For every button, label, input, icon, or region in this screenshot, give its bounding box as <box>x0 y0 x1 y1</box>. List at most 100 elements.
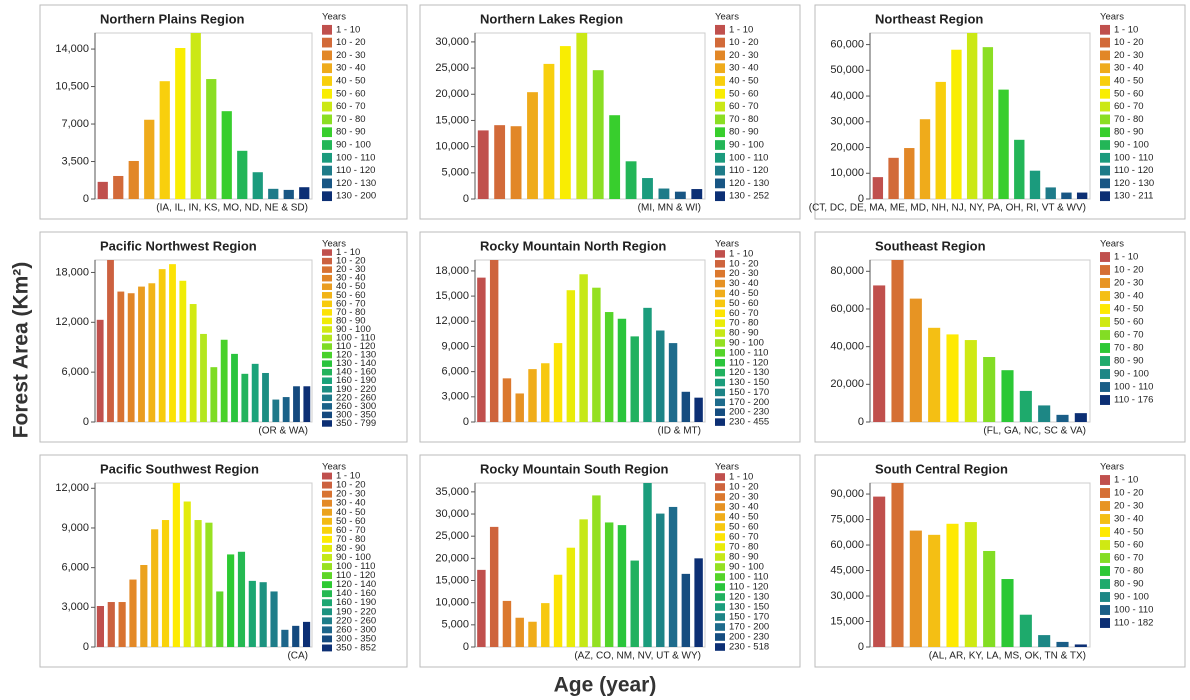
legend-label: 150 - 170 <box>729 387 769 398</box>
bar <box>220 339 228 422</box>
legend-swatch <box>322 63 332 74</box>
y-tick-label: 18,000 <box>55 266 89 278</box>
legend-label: 80 - 90 <box>729 328 759 339</box>
legend-label: 100 - 110 <box>729 572 768 583</box>
legend-label: 220 - 260 <box>336 392 376 403</box>
legend-title: Years <box>715 239 739 250</box>
bar <box>642 178 653 199</box>
bar <box>928 534 941 647</box>
bar <box>96 319 104 422</box>
y-tick-label: 60,000 <box>830 303 864 315</box>
bar <box>543 63 555 199</box>
legend-label: 260 - 300 <box>336 624 376 635</box>
legend-label: 40 - 50 <box>336 507 366 518</box>
legend-label: 190 - 220 <box>336 384 376 395</box>
bar <box>97 181 108 199</box>
legend-swatch <box>715 279 725 288</box>
legend-swatch <box>715 483 725 491</box>
y-tick-label: 14,000 <box>55 43 89 55</box>
legend-swatch <box>322 635 332 643</box>
y-tick-label: 20,000 <box>435 552 469 564</box>
bar <box>248 580 256 647</box>
legend-swatch <box>1100 114 1110 125</box>
y-tick-label: 12,000 <box>55 482 89 494</box>
y-tick-label: 12,000 <box>435 315 469 327</box>
legend-label: 60 - 70 <box>336 525 366 536</box>
bar <box>528 369 537 422</box>
bar <box>107 602 115 647</box>
legend-swatch <box>322 274 332 282</box>
annotation: (IA, IL, IN, KS, MO, ND, NE & SD) <box>156 203 308 214</box>
legend-swatch <box>322 526 332 534</box>
legend-label: 170 - 200 <box>729 622 769 633</box>
y-tick-label: 40,000 <box>830 90 864 102</box>
legend-label: 350 - 799 <box>336 418 376 429</box>
legend-swatch <box>1100 76 1110 86</box>
legend-swatch <box>1100 24 1110 35</box>
legend-label: 110 - 120 <box>336 165 375 176</box>
annotation: (MI, MN & WI) <box>638 203 701 214</box>
legend-swatch <box>322 334 332 342</box>
legend-label: 30 - 40 <box>1114 291 1144 302</box>
y-tick-label: 6,000 <box>441 366 469 378</box>
bar <box>129 579 137 647</box>
legend-label: 30 - 40 <box>729 502 759 513</box>
bar <box>566 290 576 422</box>
legend-swatch <box>715 503 725 511</box>
legend-swatch <box>715 152 725 163</box>
legend-label: 20 - 30 <box>1114 278 1144 289</box>
y-tick-label: 75,000 <box>830 513 864 525</box>
bar <box>691 189 703 199</box>
bar <box>272 399 280 422</box>
bar <box>1019 390 1032 422</box>
legend-label: 20 - 30 <box>1114 50 1144 61</box>
bar <box>190 33 201 199</box>
legend-label: 50 - 60 <box>1114 317 1144 328</box>
legend-label: 20 - 30 <box>336 264 366 275</box>
legend-swatch <box>715 309 725 318</box>
bar <box>694 397 703 422</box>
legend-label: 230 - 518 <box>729 642 769 653</box>
y-tick-label: 5,000 <box>441 619 469 631</box>
bar <box>528 621 537 647</box>
legend-swatch <box>715 553 725 561</box>
legend-swatch <box>1100 265 1110 275</box>
y-tick-label: 60,000 <box>830 38 864 50</box>
bar <box>541 603 550 647</box>
bar <box>251 363 259 422</box>
y-tick-label: 10,000 <box>435 141 469 153</box>
legend-label: 110 - 120 <box>336 341 375 352</box>
legend-swatch <box>715 633 725 641</box>
bar <box>1038 635 1051 647</box>
legend-label: 1 - 10 <box>729 24 753 35</box>
legend-swatch <box>322 266 332 273</box>
legend-label: 1 - 10 <box>1114 475 1138 486</box>
legend-swatch <box>1100 330 1110 340</box>
legend-label: 120 - 130 <box>1114 178 1154 189</box>
legend-label: 20 - 30 <box>729 492 759 503</box>
legend-swatch <box>1100 579 1110 589</box>
bar <box>117 291 125 422</box>
legend-label: 130 - 211 <box>1114 191 1153 202</box>
legend-label: 100 - 110 <box>1114 152 1153 163</box>
legend-swatch <box>322 368 332 376</box>
legend-label: 10 - 20 <box>336 256 366 267</box>
bar <box>983 550 996 647</box>
bar <box>151 529 159 647</box>
bar <box>169 264 176 422</box>
legend-label: 70 - 80 <box>336 534 366 545</box>
legend-swatch <box>1100 88 1110 99</box>
bar <box>159 81 170 199</box>
legend-label: 40 - 50 <box>1114 76 1144 87</box>
legend-swatch <box>322 249 332 256</box>
bar <box>303 386 311 422</box>
legend-swatch <box>715 50 725 61</box>
y-tick-label: 0 <box>83 641 89 653</box>
legend-swatch <box>715 191 725 202</box>
legend-label: 50 - 60 <box>1114 88 1144 99</box>
bar <box>609 115 621 199</box>
bar <box>107 260 114 422</box>
legend-swatch <box>1100 37 1110 48</box>
legend-label: 1 - 10 <box>1114 24 1138 35</box>
